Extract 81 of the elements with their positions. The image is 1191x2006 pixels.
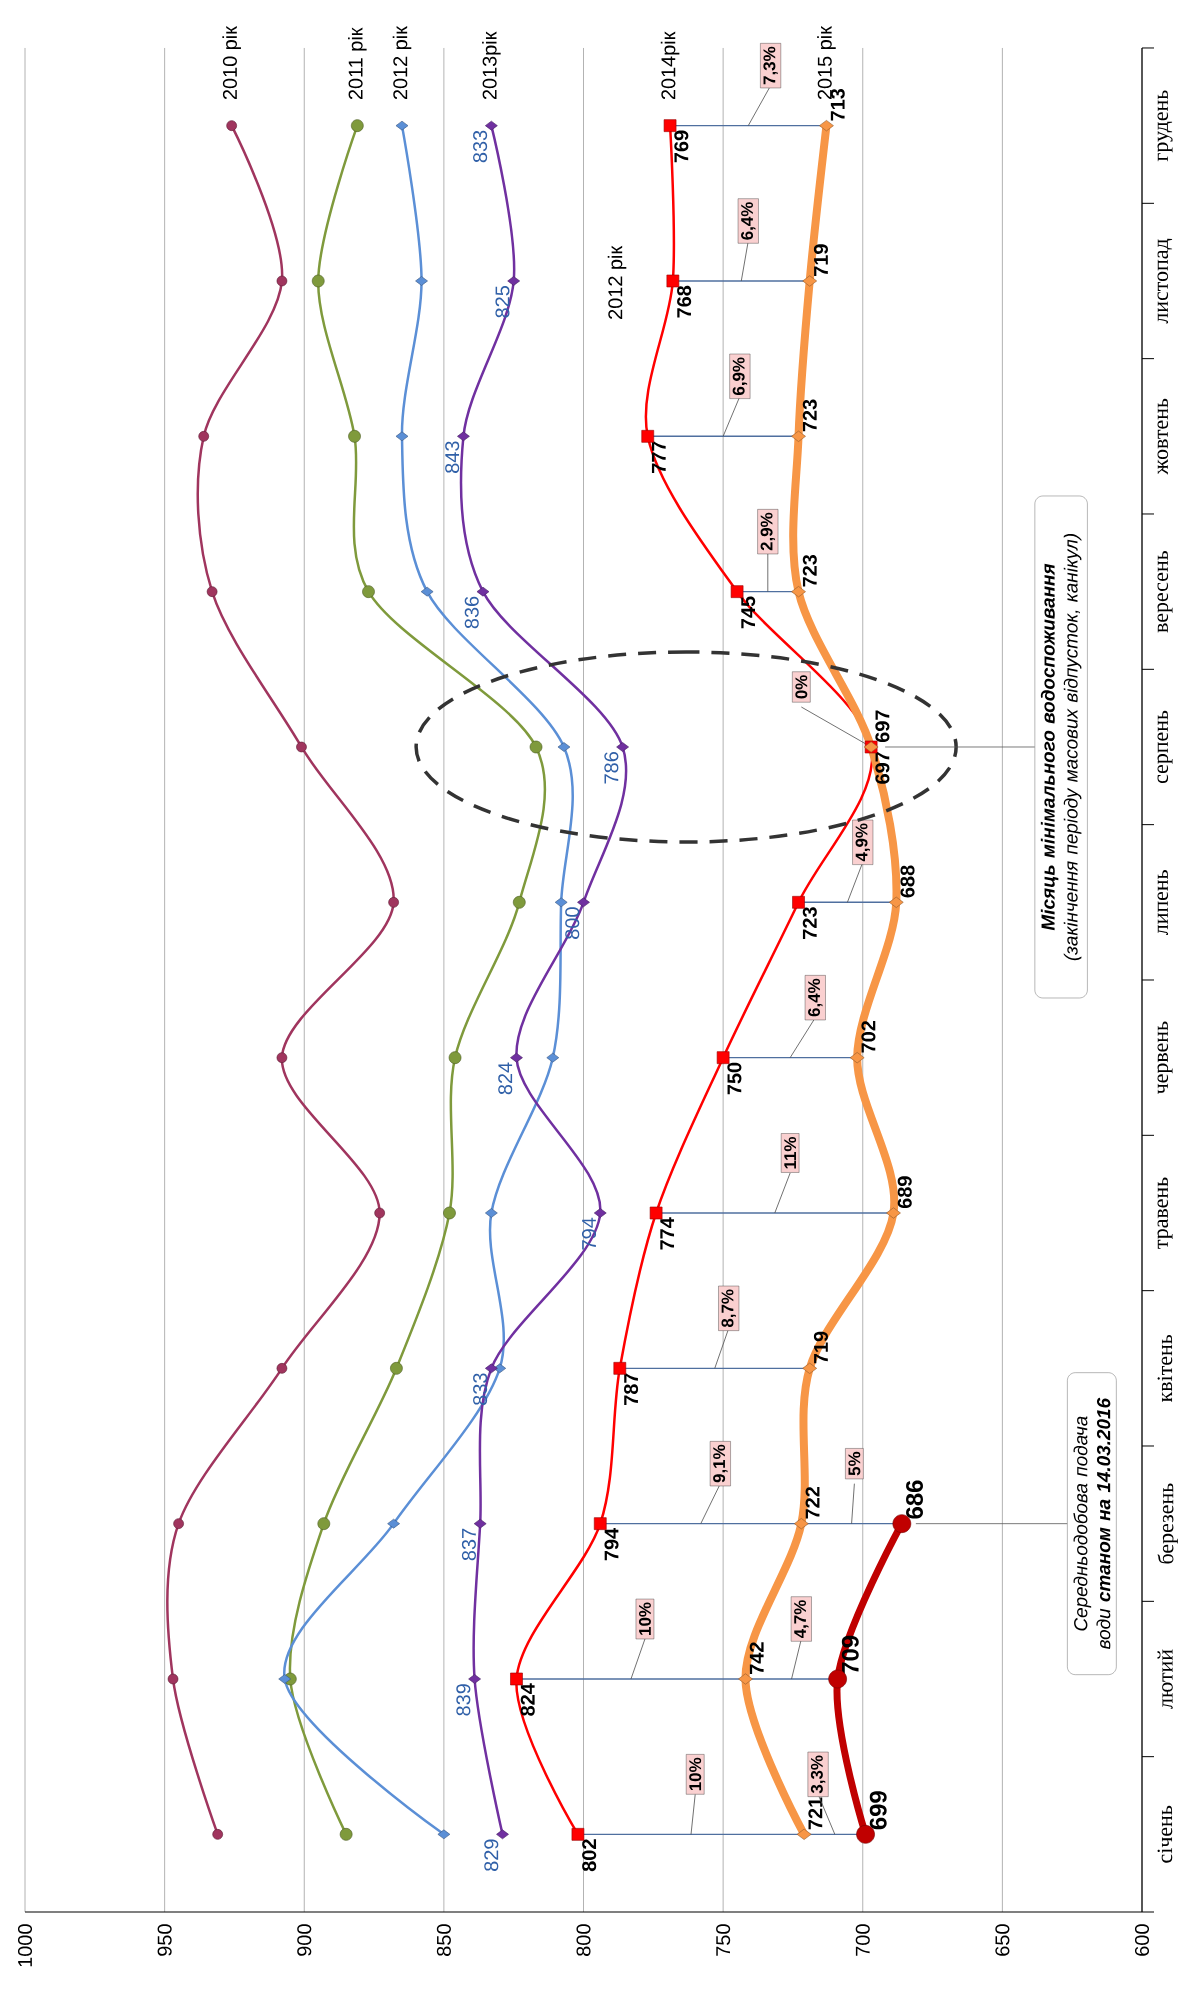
data-label: 709 [841, 1635, 859, 1674]
x-tick-label: 1000 [17, 1924, 33, 1967]
data-label: 719 [813, 1331, 828, 1364]
annotation: 5% [848, 1451, 861, 1476]
y-tick-label: березень [1157, 1483, 1178, 1564]
data-label: 794 [604, 1527, 619, 1561]
data-label: 824 [498, 1062, 513, 1095]
annotation: 6,4% [741, 202, 756, 240]
data-label: 829 [484, 1839, 499, 1871]
y-tick-label: серпень [1157, 710, 1173, 784]
data-label: 777 [651, 441, 666, 473]
data-label: 802 [582, 1839, 597, 1872]
annotation: 0% [795, 675, 808, 699]
x-tick-label: 850 [436, 1924, 451, 1956]
x-tick-label: 900 [297, 1924, 312, 1956]
y-tick-label: червень [1157, 1021, 1173, 1095]
y-tick-label: липень [1157, 870, 1169, 936]
data-label: 723 [802, 399, 817, 432]
x-tick-label: 650 [995, 1924, 1010, 1956]
data-label: 697 [875, 710, 890, 743]
data-label: 836 [464, 596, 479, 629]
data-label: 824 [520, 1683, 535, 1716]
annotation: 9,1% [713, 1444, 728, 1483]
data-label: 689 [897, 1176, 912, 1209]
data-label: 843 [445, 441, 460, 473]
text: 2010 рік [222, 25, 241, 100]
data-label: 769 [674, 130, 689, 163]
text: 2011 рік [348, 27, 367, 100]
y-tick-label: листопад [1157, 238, 1173, 324]
x-tick-label: 700 [855, 1924, 870, 1956]
data-label: 833 [473, 1373, 488, 1405]
data-label: 699 [869, 1791, 887, 1830]
data-label: 688 [900, 865, 915, 898]
y-tick-label: лютий [1157, 1649, 1173, 1709]
annotation: 4,9% [855, 823, 870, 862]
y-tick-label: вересень [1157, 551, 1173, 633]
data-label: 794 [581, 1217, 597, 1250]
data-label: 686 [906, 1480, 923, 1519]
data-label: 768 [677, 285, 692, 318]
data-label: 800 [565, 907, 580, 939]
annotation: 6,9% [732, 357, 748, 395]
data-label: 697 [875, 752, 890, 784]
x-tick-label: 800 [576, 1924, 591, 1956]
data-label: 721 [808, 1797, 823, 1830]
text: 2014рік [660, 31, 680, 100]
data-label: 774 [660, 1217, 675, 1250]
data-label: 702 [861, 1021, 876, 1053]
data-label: 742 [749, 1642, 764, 1674]
x-tick-label: 950 [157, 1924, 172, 1956]
data-label: 837 [461, 1528, 476, 1561]
data-label: 825 [495, 286, 510, 318]
data-label: 723 [802, 907, 817, 939]
data-label: 723 [802, 554, 817, 587]
y-tick-label: грудень [1157, 90, 1173, 162]
x-tick-label: 600 [1134, 1924, 1150, 1956]
y-tick-label: травень [1157, 1177, 1173, 1249]
data-label: 786 [604, 752, 619, 784]
data-label: 719 [813, 244, 828, 276]
y-tick-label: жовтень [1157, 398, 1169, 475]
annotation: 6,4% [808, 978, 823, 1017]
data-label: 787 [624, 1373, 639, 1405]
annotation: 8,7% [721, 1289, 736, 1328]
text: 2012 рік [392, 25, 412, 100]
y-tick-label: квітень [1157, 1334, 1173, 1402]
text: 2013рік [482, 31, 501, 100]
annotation: 2,9% [760, 512, 776, 551]
annotation: Місяць мінімального водоспоживання (закінчення періоду масових відпусток, канікул) [1040, 534, 1082, 961]
annotation: 4,7% [794, 1600, 809, 1639]
annotation: 10% [689, 1757, 702, 1791]
data-label: 839 [456, 1684, 471, 1716]
annotation: 11% [784, 1136, 797, 1169]
annotation: 2012 рік [607, 245, 627, 319]
data-label: 750 [727, 1062, 742, 1095]
annotation: 10% [638, 1602, 651, 1635]
y-tick-label: січень [1157, 1805, 1173, 1863]
data-label: 833 [473, 130, 488, 163]
annotation: 3,3% [810, 1755, 826, 1794]
x-tick-label: 750 [716, 1924, 731, 1956]
annotation: 7,3% [763, 46, 778, 85]
data-label: 722 [805, 1487, 820, 1519]
data-label: 745 [741, 596, 756, 629]
